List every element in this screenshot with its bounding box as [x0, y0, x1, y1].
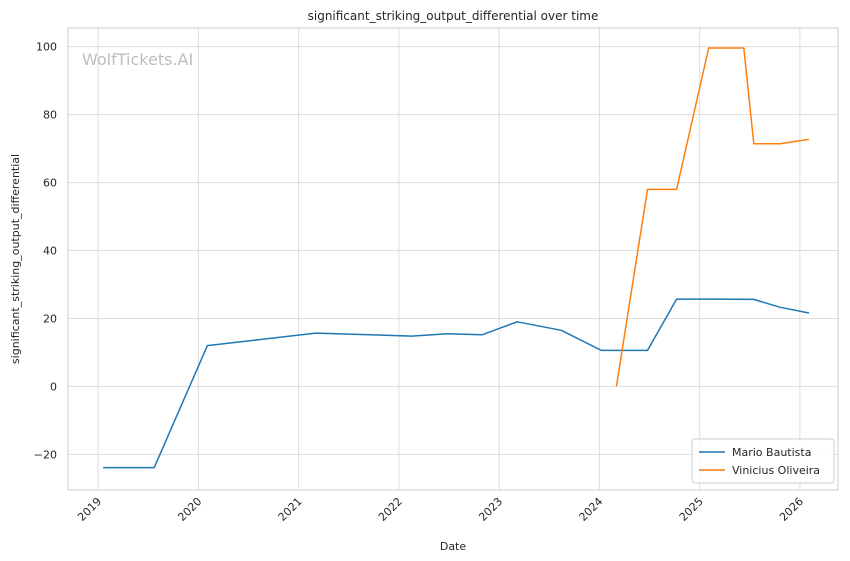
x-axis-label: Date — [440, 540, 467, 553]
grid — [68, 28, 838, 490]
legend-label-mario-bautista: Mario Bautista — [732, 446, 811, 459]
plot-area-frame — [67, 27, 839, 491]
legend: Mario Bautista Vinicius Oliveira — [691, 438, 835, 484]
y-tick-label: 40 — [43, 245, 57, 258]
legend-label-vinicius-oliveira: Vinicius Oliveira — [732, 464, 820, 477]
y-axis-label: significant_striking_output_differential — [9, 154, 22, 364]
watermark: WolfTickets.AI — [82, 50, 193, 69]
y-tick-labels: −20 0 20 40 60 80 100 — [34, 41, 57, 462]
chart-title: significant_striking_output_differential… — [308, 9, 599, 23]
y-tick-label: 100 — [36, 41, 57, 54]
series-line-vinicius-oliveira — [615, 47, 810, 387]
y-tick-label: 0 — [50, 380, 57, 393]
y-tick-label: 20 — [43, 312, 57, 325]
y-tick-label: −20 — [34, 448, 57, 461]
y-tick-label: 80 — [43, 109, 57, 122]
legend-box — [691, 438, 835, 484]
y-tick-label: 60 — [43, 177, 57, 190]
series-group — [103, 47, 810, 469]
series-line-mario-bautista — [103, 298, 810, 469]
